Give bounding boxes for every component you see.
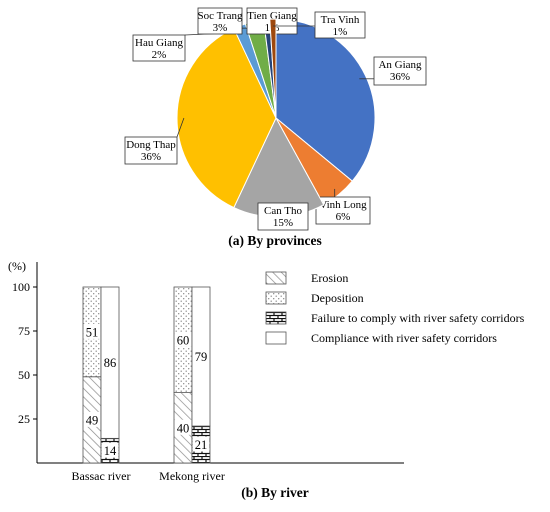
bar-value-mekong-river-deposition: 60 <box>177 333 190 347</box>
y-axis-label: (%) <box>8 259 26 273</box>
pie-label-box-soc-trang <box>197 7 243 35</box>
bar-value-bg <box>174 419 192 435</box>
bar-caption: (b) By river <box>241 485 308 500</box>
bar-value-bassac-river-erosion: 49 <box>86 413 99 427</box>
pie-label-hau-giang: Hau Giang <box>135 37 183 49</box>
pie-label-box-dong-thap <box>124 136 178 165</box>
y-tick-label: 25 <box>18 412 30 426</box>
bar-value-mekong-river-compliance-with-river-safety-corridors: 79 <box>195 350 208 364</box>
pie-label-vinh-long: Vinh Long <box>319 199 367 211</box>
bar-value-bg <box>83 323 101 339</box>
bar-value-bassac-river-compliance-with-river-safety-corridors: 86 <box>104 356 117 370</box>
legend-swatch-erosion <box>265 271 287 285</box>
bar-value-bg <box>192 436 210 452</box>
pie-value-tra-vinh: 1% <box>333 26 348 38</box>
legend-label-deposition: Deposition <box>311 291 364 305</box>
pie-label-can-tho: Can Tho <box>264 205 302 217</box>
legend-swatch-compliance-with-river-safety-corridors <box>265 331 287 345</box>
pie-slice-an-giang <box>275 18 376 182</box>
pie-value-hau-giang: 2% <box>152 49 167 61</box>
bar-value-bg <box>83 411 101 427</box>
pie-slice-dong-thap <box>176 27 277 209</box>
pie-label-box-vinh-long <box>315 196 371 225</box>
pie-value-dong-thap: 36% <box>141 151 161 163</box>
pie-value-soc-trang: 3% <box>213 22 228 34</box>
pie-value-an-giang: 36% <box>390 71 410 83</box>
pie-label-box-tra-vinh <box>314 11 366 39</box>
legend-swatch-failure-to-comply-with-river-safety-corridors <box>265 311 287 325</box>
pie-slice-tra-vinh <box>269 18 277 119</box>
bar-value-bg <box>192 348 210 364</box>
pie-label-tien-giang: Tien Giang <box>247 10 297 22</box>
y-tick-label: 75 <box>18 324 30 338</box>
bar-value-bassac-river-failure-to-comply-with-river-safety-corridors: 14 <box>104 444 117 458</box>
pie-label-box-hau-giang <box>132 34 186 62</box>
legend-label-failure-to-comply-with-river-safety-corridors: Failure to comply with river safety corr… <box>311 311 525 325</box>
bar-value-bg <box>101 442 119 458</box>
pie-label-soc-trang: Soc Trang <box>198 10 243 22</box>
legend-label-erosion: Erosion <box>311 271 348 285</box>
pie-label-box-can-tho <box>257 202 309 231</box>
bar-value-mekong-river-failure-to-comply-with-river-safety-corridors: 21 <box>195 438 208 452</box>
bar-value-bassac-river-deposition: 51 <box>86 325 99 339</box>
pie-label-tra-vinh: Tra Vinh <box>321 14 360 26</box>
pie-label-an-giang: An Giang <box>378 59 422 71</box>
y-tick-label: 100 <box>12 280 30 294</box>
legend-swatch-deposition <box>265 291 287 305</box>
bar-chart: (%) 25 50 75 100 49 51 14 86 Bassac river 40 60 21 79… <box>8 259 525 483</box>
pie-caption: (a) By provinces <box>228 233 322 248</box>
pie-value-can-tho: 15% <box>273 217 293 229</box>
pie-label-box-an-giang <box>373 56 427 86</box>
pie-label-dong-thap: Dong Thap <box>126 139 176 151</box>
pie-value-vinh-long: 6% <box>336 211 351 223</box>
x-tick-label-mekong-river: Mekong river <box>159 469 225 483</box>
bar-value-mekong-river-erosion: 40 <box>177 421 190 435</box>
pie-leader-dong-thap <box>176 117 185 138</box>
legend-label-compliance-with-river-safety-corridors: Compliance with river safety corridors <box>311 331 497 345</box>
bar-value-bg <box>174 331 192 347</box>
bar-value-bg <box>101 354 119 370</box>
y-tick-label: 50 <box>18 368 30 382</box>
x-tick-label-bassac-river: Bassac river <box>72 469 131 483</box>
